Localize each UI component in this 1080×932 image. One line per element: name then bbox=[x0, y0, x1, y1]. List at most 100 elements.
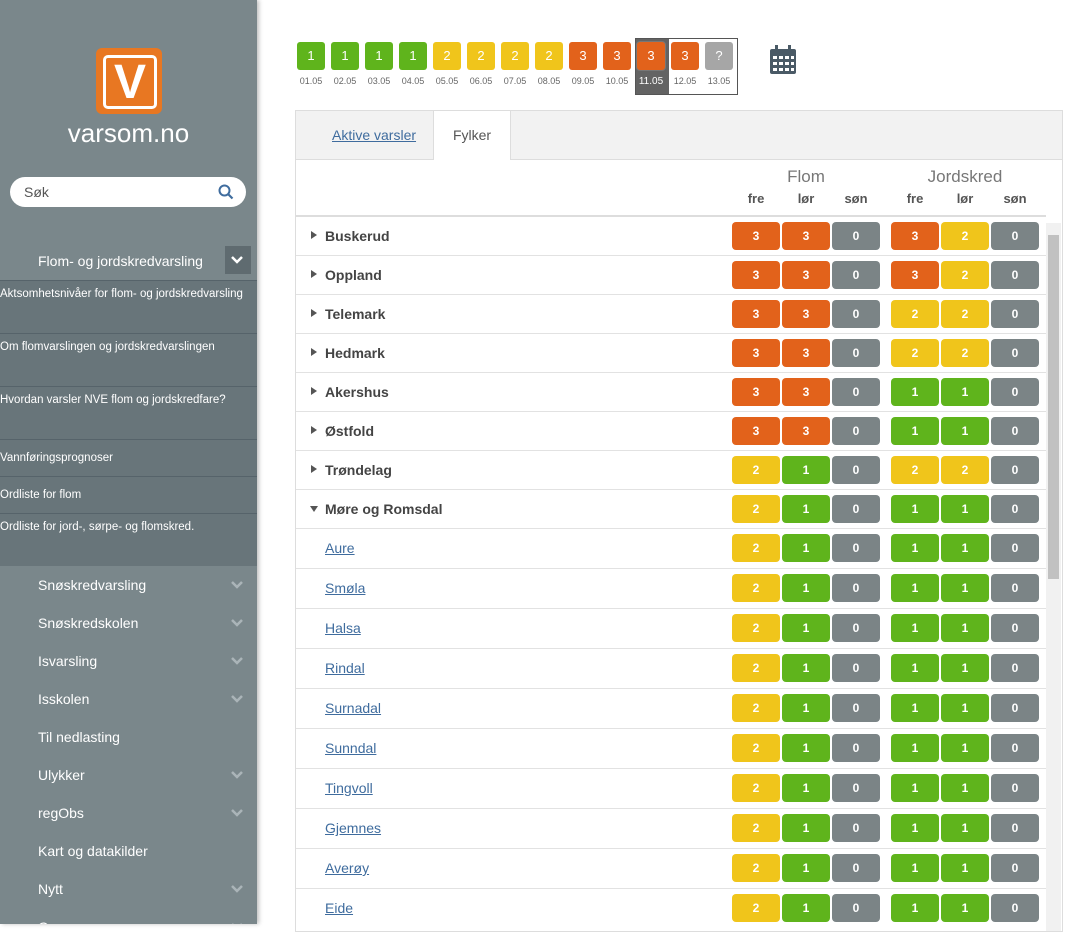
warning-level[interactable]: 1 bbox=[941, 534, 989, 562]
chevron[interactable] bbox=[229, 881, 245, 897]
table-row[interactable]: Eide 2 1 0 1 1 0 bbox=[296, 888, 1046, 928]
warning-level[interactable]: 0 bbox=[991, 416, 1039, 445]
warning-level[interactable]: 1 bbox=[891, 774, 939, 802]
warning-level[interactable]: 0 bbox=[991, 494, 1039, 523]
day-date[interactable]: 02.05 bbox=[333, 76, 357, 86]
warning-level[interactable]: 1 bbox=[782, 614, 830, 642]
warning-level[interactable]: 1 bbox=[941, 416, 989, 445]
warning-level[interactable]: 2 bbox=[891, 338, 939, 367]
warning-level[interactable]: 0 bbox=[832, 455, 880, 484]
day-level[interactable]: 1 bbox=[331, 42, 359, 70]
warning-level[interactable]: 0 bbox=[991, 574, 1039, 602]
warning-level[interactable]: 1 bbox=[941, 694, 989, 722]
day-level[interactable]: 1 bbox=[365, 42, 393, 70]
logo[interactable]: V bbox=[96, 48, 162, 114]
table-row[interactable]: Halsa 2 1 0 1 1 0 bbox=[296, 608, 1046, 648]
day-level[interactable]: 3 bbox=[637, 42, 665, 70]
day-level[interactable]: 3 bbox=[603, 42, 631, 70]
municipality-link[interactable]: Rindal bbox=[325, 660, 365, 676]
menu-item[interactable]: Om varsom.no bbox=[0, 908, 257, 924]
table-row[interactable]: Oppland 3 3 0 3 2 0 bbox=[296, 255, 1046, 294]
table-row[interactable]: Buskerud 3 3 0 3 2 0 bbox=[296, 216, 1046, 255]
warning-level[interactable]: 1 bbox=[891, 574, 939, 602]
day-date[interactable]: 06.05 bbox=[469, 76, 493, 86]
warning-level[interactable]: 3 bbox=[732, 299, 780, 328]
day-date[interactable]: 01.05 bbox=[299, 76, 323, 86]
warning-level[interactable]: 1 bbox=[891, 694, 939, 722]
warning-level[interactable]: 0 bbox=[832, 854, 880, 882]
search-icon[interactable] bbox=[218, 184, 234, 200]
municipality-link[interactable]: Gjemnes bbox=[325, 820, 382, 836]
day-date[interactable]: 07.05 bbox=[503, 76, 527, 86]
chevron[interactable] bbox=[229, 252, 245, 268]
table-row[interactable]: Tingvoll 2 1 0 1 1 0 bbox=[296, 768, 1046, 808]
submenu-item[interactable]: Ordliste for flom bbox=[0, 476, 257, 514]
warning-level[interactable]: 2 bbox=[891, 299, 939, 328]
submenu-item[interactable]: Hvordan varsler NVE flom og jordskredfar… bbox=[0, 386, 257, 440]
chevron[interactable] bbox=[229, 805, 245, 821]
day-level[interactable]: 3 bbox=[671, 42, 699, 70]
warning-level[interactable]: 2 bbox=[732, 574, 780, 602]
menu-item[interactable]: Kart og datakilder bbox=[0, 832, 257, 870]
warning-level[interactable]: 0 bbox=[832, 416, 880, 445]
search-box[interactable]: Søk bbox=[10, 177, 246, 207]
menu-item[interactable]: Snøskredvarsling bbox=[0, 566, 257, 604]
warning-level[interactable]: 0 bbox=[832, 614, 880, 642]
county-name[interactable]: Trøndelag bbox=[325, 461, 392, 478]
scrollbar[interactable] bbox=[1046, 223, 1061, 931]
warning-level[interactable]: 2 bbox=[732, 455, 780, 484]
warning-level[interactable]: 2 bbox=[941, 299, 989, 328]
warning-level[interactable]: 1 bbox=[941, 494, 989, 523]
warning-level[interactable]: 1 bbox=[782, 494, 830, 523]
warning-level[interactable]: 0 bbox=[832, 494, 880, 523]
warning-level[interactable]: 3 bbox=[732, 377, 780, 406]
day-date[interactable]: 03.05 bbox=[367, 76, 391, 86]
day-level[interactable]: 1 bbox=[297, 42, 325, 70]
county-name[interactable]: Oppland bbox=[325, 266, 382, 283]
submenu-item[interactable]: Aktsomhetsnivåer for flom- og jordskredv… bbox=[0, 280, 257, 334]
day-date[interactable]: 11.05 bbox=[638, 76, 664, 87]
warning-level[interactable]: 1 bbox=[891, 377, 939, 406]
warning-level[interactable]: 0 bbox=[991, 614, 1039, 642]
warning-level[interactable]: 0 bbox=[832, 774, 880, 802]
warning-level[interactable]: 0 bbox=[991, 221, 1039, 250]
warning-level[interactable]: 1 bbox=[782, 734, 830, 762]
warning-level[interactable]: 0 bbox=[832, 221, 880, 250]
table-row[interactable]: Møre og Romsdal 2 1 0 1 1 0 bbox=[296, 489, 1046, 528]
day-level[interactable]: 2 bbox=[535, 42, 563, 70]
warning-level[interactable]: 0 bbox=[991, 377, 1039, 406]
warning-level[interactable]: 2 bbox=[941, 221, 989, 250]
warning-level[interactable]: 0 bbox=[991, 694, 1039, 722]
municipality-link[interactable]: Smøla bbox=[325, 580, 366, 596]
chevron[interactable] bbox=[229, 919, 245, 924]
warning-level[interactable]: 2 bbox=[732, 614, 780, 642]
warning-level[interactable]: 0 bbox=[832, 734, 880, 762]
warning-level[interactable]: 0 bbox=[832, 377, 880, 406]
table-row[interactable]: Akershus 3 3 0 1 1 0 bbox=[296, 372, 1046, 411]
warning-level[interactable]: 2 bbox=[732, 654, 780, 682]
submenu-item[interactable]: Ordliste for jord-, sørpe- og flomskred. bbox=[0, 513, 257, 567]
county-name[interactable]: Akershus bbox=[325, 383, 389, 400]
warning-level[interactable]: 0 bbox=[832, 814, 880, 842]
expand-icon[interactable] bbox=[311, 464, 317, 473]
warning-level[interactable]: 2 bbox=[941, 455, 989, 484]
table-row[interactable]: Telemark 3 3 0 2 2 0 bbox=[296, 294, 1046, 333]
warning-level[interactable]: 0 bbox=[832, 654, 880, 682]
warning-level[interactable]: 1 bbox=[782, 894, 830, 922]
table-row[interactable]: Smøla 2 1 0 1 1 0 bbox=[296, 568, 1046, 608]
warning-level[interactable]: 0 bbox=[832, 338, 880, 367]
day-level[interactable]: 3 bbox=[569, 42, 597, 70]
warning-level[interactable]: 3 bbox=[782, 377, 830, 406]
warning-level[interactable]: 2 bbox=[732, 734, 780, 762]
municipality-link[interactable]: Surnadal bbox=[325, 700, 382, 716]
site-name[interactable]: varsom.no bbox=[67, 118, 190, 148]
warning-level[interactable]: 0 bbox=[991, 854, 1039, 882]
warning-level[interactable]: 1 bbox=[782, 854, 830, 882]
expand-icon[interactable] bbox=[311, 308, 317, 317]
warning-level[interactable]: 0 bbox=[991, 654, 1039, 682]
tab[interactable]: Aktive varsler bbox=[332, 127, 417, 143]
warning-level[interactable]: 1 bbox=[941, 774, 989, 802]
menu-item[interactable]: Ulykker bbox=[0, 756, 257, 794]
expand-icon[interactable] bbox=[311, 230, 317, 239]
municipality-link[interactable]: Eide bbox=[325, 900, 354, 916]
